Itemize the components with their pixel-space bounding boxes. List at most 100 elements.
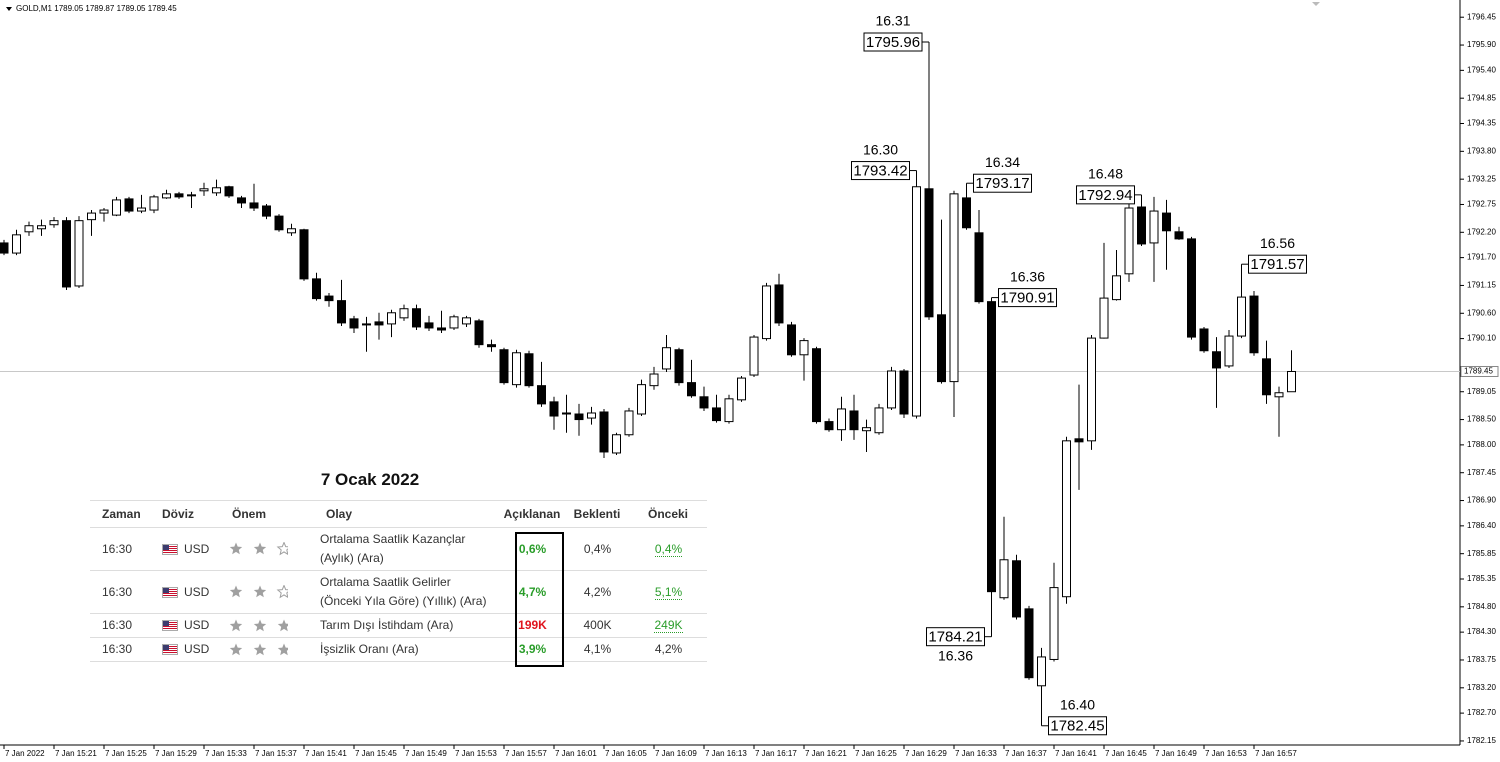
annotation-price: 1784.21	[928, 629, 982, 646]
event-cell: Ortalama Saatlik Kazançlar (Aylık) (Ara)	[300, 527, 500, 571]
flag-stripe	[162, 626, 178, 628]
annotation-box	[926, 627, 985, 647]
candle-body	[349, 318, 359, 329]
candle-body	[1124, 207, 1134, 275]
candle-body	[737, 377, 746, 401]
candle-body	[1174, 231, 1184, 240]
y-tick-label: 1789.05	[1467, 387, 1496, 396]
candle-body	[449, 316, 459, 329]
column-header: Beklenti	[565, 500, 630, 528]
previous-cell: 4,2%	[630, 637, 707, 662]
candle-body	[24, 225, 34, 233]
events-table: Zaman Döviz Önem Olay Açıklanan Beklenti Öncek…	[90, 500, 707, 662]
y-tick-label: 1794.35	[1467, 119, 1496, 128]
annotation-box	[1248, 254, 1307, 274]
star	[253, 619, 267, 632]
x-tick-label: 7 Jan 16:53	[1205, 749, 1247, 758]
candle-body	[824, 421, 834, 431]
candle-body	[987, 301, 996, 593]
column-header: Olay	[300, 500, 500, 528]
table-row: 16:30 USD Ortalama Saatlik Kazançlar (Aylık…	[90, 527, 707, 571]
candle-body	[162, 193, 171, 199]
y-tick-label: 1782.15	[1467, 736, 1496, 745]
candle-body	[474, 320, 484, 346]
candle-body	[887, 370, 896, 409]
candle-body	[999, 559, 1009, 599]
star	[277, 643, 291, 656]
annotation-price: 1792.94	[1078, 187, 1132, 204]
annotation-time: 16.36	[1010, 268, 1045, 284]
annotation-price: 1790.91	[1000, 290, 1054, 307]
candle-body	[587, 412, 596, 419]
candle-body	[1274, 392, 1284, 398]
flag-stripe	[162, 587, 178, 589]
flag-stripe	[162, 621, 178, 623]
annotation-box	[851, 161, 910, 181]
annotation-box	[863, 32, 923, 52]
candle-body	[762, 285, 771, 340]
annotation-time: 16.56	[1260, 235, 1295, 251]
candle-body	[187, 194, 196, 197]
candle-body	[912, 186, 921, 417]
flag-stripe	[162, 646, 178, 648]
x-tick-label: 7 Jan 15:57	[505, 749, 547, 758]
y-tick-label: 1785.85	[1467, 549, 1496, 558]
previous-cell: 0,4%	[630, 527, 707, 571]
scroll-marker	[1312, 2, 1320, 6]
table-row: 16:30 USD İşsizlik Oranı (Ara) 3,9% 4,1% 4,2%	[90, 637, 707, 662]
y-tick-label: 1790.10	[1467, 334, 1496, 343]
column-header: Önceki	[630, 500, 707, 528]
flag-icon	[162, 543, 178, 555]
flag-stripe	[162, 652, 178, 654]
importance-cell	[220, 527, 300, 571]
previous-cell: 249K	[630, 613, 707, 638]
flag-canton	[162, 620, 169, 627]
candle-body	[837, 408, 846, 431]
candle-body	[487, 344, 496, 348]
candle-body	[12, 234, 21, 254]
time-cell: 16:30	[90, 613, 150, 638]
actual-cell: 0,6%	[500, 527, 565, 571]
currency: USD	[184, 584, 210, 599]
candle-body	[624, 410, 634, 436]
flag-stripe	[162, 549, 178, 551]
symbol: GOLD,M1	[16, 4, 53, 13]
event-line: (Önceki Yıla Göre) (Yıllık) (Ara)	[320, 594, 487, 608]
candle-body	[574, 413, 584, 421]
y-tick-label: 1795.40	[1467, 65, 1496, 74]
candle-body	[0, 242, 9, 254]
flag-icon	[162, 586, 178, 598]
flag-stripe	[162, 547, 178, 549]
stars	[229, 643, 291, 656]
candle-body	[1237, 296, 1246, 337]
x-tick-label: 7 Jan 2022	[5, 749, 45, 758]
flag-stripe	[162, 551, 178, 553]
price-label: 1789.45	[1464, 367, 1493, 376]
flag-canton	[162, 644, 169, 651]
candle-body	[512, 352, 521, 386]
x-tick-label: 7 Jan 16:13	[705, 749, 747, 758]
annotation-price: 1782.45	[1050, 718, 1104, 735]
annotation-time: 16.36	[938, 647, 973, 663]
candle-body	[312, 278, 321, 300]
candle-body	[274, 215, 284, 231]
column-header: Döviz	[150, 500, 220, 528]
x-tick-label: 7 Jan 16:41	[1055, 749, 1097, 758]
candle-body	[1112, 275, 1121, 301]
candle-body	[774, 284, 784, 324]
flag-stripe	[162, 544, 178, 546]
candle-body	[149, 196, 159, 211]
candle-body	[99, 209, 109, 214]
currency-cell: USD	[150, 570, 220, 614]
candle-body	[1037, 656, 1046, 687]
x-tick-label: 7 Jan 15:21	[55, 749, 97, 758]
header-low: 1789.05	[117, 4, 146, 13]
candle-body	[899, 370, 909, 415]
candle-body	[212, 187, 221, 194]
candle-body	[712, 407, 721, 422]
previous: 249K	[654, 618, 683, 633]
y-tick-label: 1793.25	[1467, 174, 1496, 183]
event-cell: Ortalama Saatlik Gelirler (Önceki Yıla Gö…	[300, 570, 500, 614]
candle-body	[637, 384, 646, 415]
